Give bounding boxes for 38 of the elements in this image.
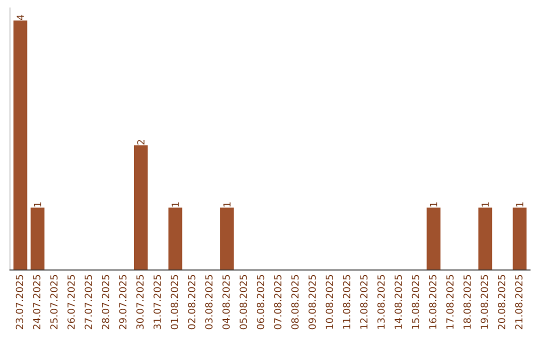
x-tick-label: 16.08.2025 xyxy=(429,275,436,329)
x-tick-label: 05.08.2025 xyxy=(240,275,247,330)
x-tick-label: 13.08.2025 xyxy=(377,275,385,329)
x-tick-label: 10.08.2025 xyxy=(326,275,334,329)
data-label: 1 xyxy=(482,202,489,207)
x-tick-label: 03.08.2025 xyxy=(205,275,213,330)
x-tick-label: 27.07.2025 xyxy=(84,275,92,330)
x-tick-label: 11.08.2025 xyxy=(342,275,350,329)
x-tick-label: 07.08.2025 xyxy=(274,275,282,330)
x-tick-label: 26.07.2025 xyxy=(67,275,75,330)
x-tick-label: 29.07.2025 xyxy=(119,275,126,330)
data-label: 1 xyxy=(172,202,179,207)
data-label: 1 xyxy=(516,202,524,207)
data-label: 2 xyxy=(137,140,144,145)
x-tick-label: 01.08.2025 xyxy=(170,275,178,330)
x-tick-label: 17.08.2025 xyxy=(446,275,454,329)
data-label: 1 xyxy=(430,202,438,207)
x-tick-label: 19.08.2025 xyxy=(480,275,488,329)
x-tick-label: 08.08.2025 xyxy=(291,275,299,330)
x-tick-label: 04.08.2025 xyxy=(222,275,230,330)
x-tick-label: 12.08.2025 xyxy=(360,275,368,329)
x-tick-label: 06.08.2025 xyxy=(256,275,264,330)
x-tick-label: 15.08.2025 xyxy=(412,275,420,329)
x-tick-label: 09.08.2025 xyxy=(308,275,316,330)
data-label: 1 xyxy=(223,202,230,207)
x-tick-label: 18.08.2025 xyxy=(463,275,471,329)
x-tick-label: 14.08.2025 xyxy=(394,275,402,329)
x-tick-label: 20.08.2025 xyxy=(498,275,506,330)
x-tick-label: 02.08.2025 xyxy=(188,275,196,330)
x-tick-label: 25.07.2025 xyxy=(50,275,58,330)
x-tick-label: 23.07.2025 xyxy=(16,275,24,330)
x-tick-label: 21.08.2025 xyxy=(515,275,522,330)
x-tick-label: 24.07.2025 xyxy=(33,275,40,330)
x-tick-label: 28.07.2025 xyxy=(102,275,110,330)
x-tick-label: 31.07.2025 xyxy=(154,275,161,330)
data-label: 1 xyxy=(34,202,42,207)
x-tick-label: 30.07.2025 xyxy=(136,275,144,330)
data-label: 4 xyxy=(16,14,24,20)
